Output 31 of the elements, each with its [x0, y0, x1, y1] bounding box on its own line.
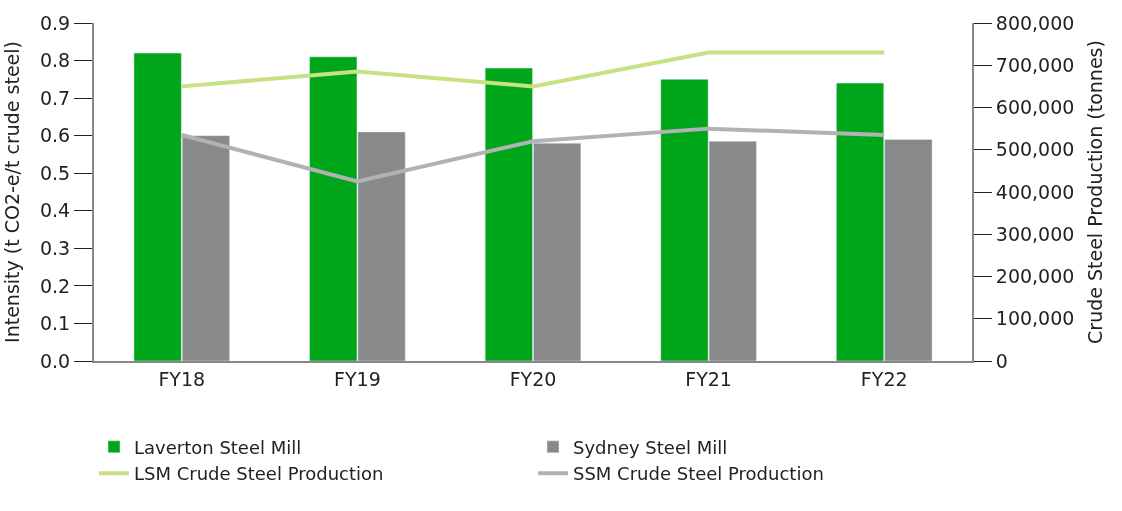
y-tick-label: 0.5	[39, 161, 71, 184]
y2-tick-label: 800,000	[995, 11, 1075, 34]
y-tick-label: 0.1	[39, 312, 71, 335]
y-axis-title: Intensity (t CO2-e/t crude steel)	[1, 41, 24, 343]
legend-label: Sydney Steel Mill	[573, 436, 728, 458]
y-tick-label: 0.7	[39, 86, 71, 109]
y2-tick-label: 300,000	[995, 222, 1075, 245]
y-tick-label: 0.6	[39, 124, 71, 147]
x-tick-label: FY21	[685, 367, 732, 390]
legend-label: SSM Crude Steel Production	[573, 463, 824, 485]
line-series	[179, 126, 887, 184]
x-tick-label: FY18	[158, 367, 206, 390]
y2-tick-label: 100,000	[995, 307, 1075, 330]
legend-label: LSM Crude Steel Production	[134, 463, 384, 485]
legend-label: Laverton Steel Mill	[134, 436, 302, 458]
y2-tick-label: 400,000	[995, 180, 1075, 203]
y2-tick-label: 0	[995, 349, 1008, 372]
y-tick-label: 0.4	[39, 199, 71, 222]
y-tick-label: 0.9	[39, 11, 71, 34]
y2-tick-label: 500,000	[995, 138, 1075, 161]
y-tick-label: 0.2	[39, 274, 71, 297]
y2-tick-label: 700,000	[995, 53, 1075, 76]
x-tick-label: FY20	[509, 367, 557, 390]
y2-axis-title: Crude Steel Production (tonnes)	[1083, 40, 1106, 344]
y2-tick-label: 600,000	[995, 96, 1075, 119]
y-tick-label: 0.3	[39, 236, 71, 259]
y2-tick-label: 200,000	[995, 265, 1075, 288]
x-tick-label: FY19	[334, 367, 381, 390]
x-tick-label: FY22	[860, 367, 908, 390]
y-tick-label: 0.0	[39, 349, 71, 372]
y-tick-label: 0.8	[39, 49, 71, 72]
